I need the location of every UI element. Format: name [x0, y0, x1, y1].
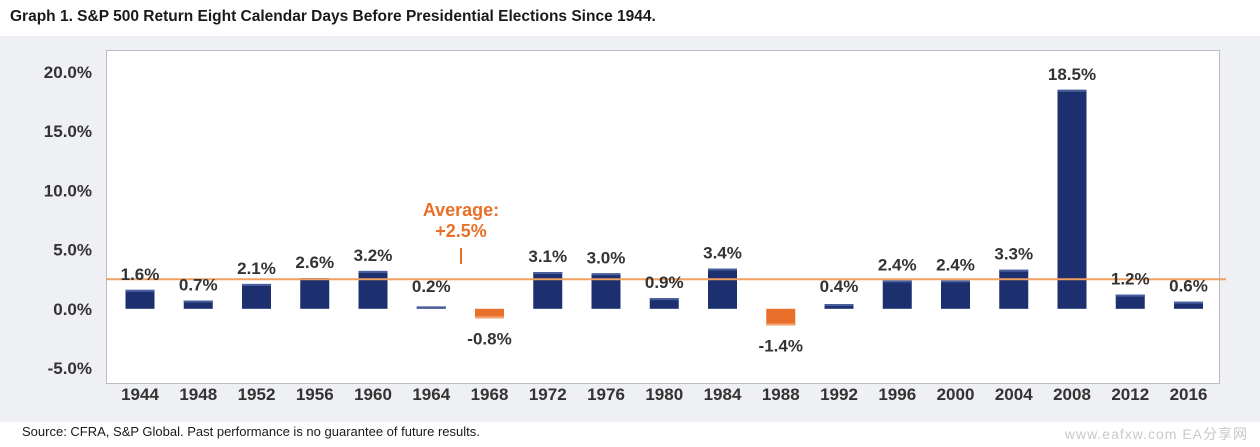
data-label: 0.6% — [1169, 277, 1208, 296]
plot-area — [106, 50, 1220, 384]
bar-cap — [824, 304, 854, 307]
bar-cap — [882, 280, 912, 283]
y-tick-label: 10.0% — [44, 181, 92, 200]
bar — [882, 280, 912, 309]
x-tick-label: 2016 — [1170, 385, 1208, 404]
data-label: 3.0% — [587, 248, 626, 267]
bar — [941, 280, 970, 309]
data-label: -0.8% — [467, 329, 511, 348]
data-label: 2.4% — [936, 255, 975, 274]
data-label: 1.6% — [121, 265, 160, 284]
data-label: 3.1% — [528, 247, 567, 266]
y-tick-label: 0.0% — [53, 300, 92, 319]
bar — [125, 289, 155, 309]
bar — [358, 270, 388, 309]
x-tick-label: 1964 — [412, 385, 450, 404]
data-label: 3.4% — [703, 244, 742, 263]
x-tick-label: 1972 — [529, 385, 567, 404]
data-label: 0.7% — [179, 276, 218, 295]
x-tick-label: 2000 — [937, 385, 975, 404]
bar-cap — [1174, 301, 1203, 304]
bar-cap — [183, 300, 213, 303]
data-label: 0.4% — [820, 277, 859, 296]
x-tick-label: 1960 — [354, 385, 392, 404]
y-tick-label: 5.0% — [53, 241, 92, 260]
data-label: 2.6% — [295, 253, 334, 272]
average-label: Average: — [423, 200, 499, 220]
bar-cap — [416, 306, 446, 309]
bar-cap — [533, 272, 563, 275]
x-tick-label: 2008 — [1053, 385, 1091, 404]
bar-cap — [475, 316, 504, 319]
x-tick-label: 2012 — [1111, 385, 1149, 404]
bar — [1115, 294, 1145, 309]
x-tick-label: 1996 — [878, 385, 916, 404]
bar — [183, 300, 213, 309]
bar-cap — [999, 269, 1029, 272]
bar — [1174, 301, 1203, 309]
x-tick-label: 1968 — [471, 385, 509, 404]
bar-cap — [941, 280, 970, 283]
bar — [649, 298, 679, 309]
bar — [999, 269, 1029, 309]
data-label: -1.4% — [759, 336, 803, 355]
bar-cap — [766, 323, 796, 326]
bar — [242, 283, 271, 309]
bar — [1057, 89, 1087, 309]
bar — [533, 272, 563, 309]
bar-cap — [649, 298, 679, 301]
x-tick-label: 1956 — [296, 385, 334, 404]
x-tick-label: 1952 — [238, 385, 276, 404]
data-label: 2.4% — [878, 255, 917, 274]
bar — [824, 304, 854, 309]
y-tick-label: 20.0% — [44, 63, 92, 82]
bar — [708, 268, 737, 309]
y-tick-label: 15.0% — [44, 122, 92, 141]
x-tick-label: 1980 — [645, 385, 683, 404]
x-tick-label: 1948 — [179, 385, 217, 404]
x-tick-label: 1976 — [587, 385, 625, 404]
data-label: 3.3% — [994, 245, 1033, 264]
x-tick-label: 1984 — [704, 385, 742, 404]
average-value-label: +2.5% — [435, 221, 487, 241]
x-tick-label: 2004 — [995, 385, 1033, 404]
source-note: Source: CFRA, S&P Global. Past performan… — [22, 424, 480, 439]
bar-cap — [591, 273, 621, 276]
data-label: 0.9% — [645, 273, 684, 292]
y-tick-label: -5.0% — [48, 359, 92, 378]
bar-cap — [358, 270, 388, 273]
data-label: 1.2% — [1111, 270, 1150, 289]
watermark: www.eafxw.com EA分享网 — [1064, 426, 1248, 442]
bar — [300, 278, 330, 309]
bar-cap — [708, 268, 737, 271]
x-tick-label: 1988 — [762, 385, 800, 404]
bar-cap — [125, 289, 155, 292]
bar — [766, 308, 796, 326]
x-tick-label: 1992 — [820, 385, 858, 404]
data-label: 18.5% — [1048, 65, 1096, 84]
bar-cap — [1057, 89, 1087, 92]
data-label: 0.2% — [412, 277, 451, 296]
x-tick-label: 1944 — [121, 385, 159, 404]
bar — [475, 308, 504, 319]
bar-cap — [242, 283, 271, 286]
data-label: 3.2% — [354, 246, 393, 265]
data-label: 2.1% — [237, 259, 276, 278]
bar-cap — [1115, 294, 1145, 297]
chart-title: Graph 1. S&P 500 Return Eight Calendar D… — [10, 8, 656, 25]
